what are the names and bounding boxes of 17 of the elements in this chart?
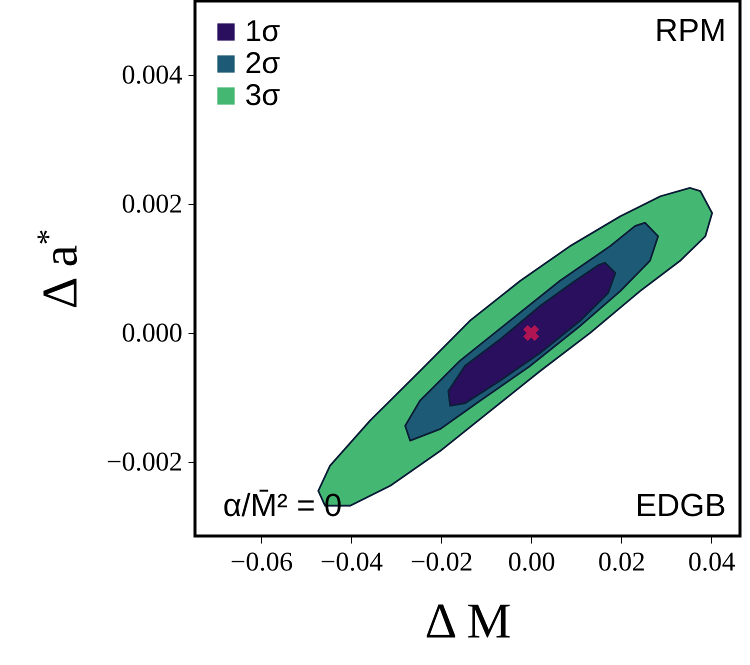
legend-label: 2σ (245, 47, 281, 80)
y-tick-label: 0.002 (122, 188, 182, 219)
legend-label: 1σ (245, 15, 281, 48)
legend-label: 3σ (245, 79, 281, 112)
x-tick-label: −0.06 (230, 546, 293, 576)
x-tick-label: −0.02 (410, 546, 473, 576)
y-tick-label: −0.002 (106, 446, 182, 476)
annotation: EDGB (635, 487, 726, 523)
annotation: α/M̄² = 0 (223, 487, 342, 523)
annotation: RPM (654, 12, 726, 48)
x-tick-label: 0.04 (688, 546, 736, 576)
x-tick-label: 0.00 (508, 546, 556, 576)
x-tick-label: −0.04 (320, 546, 384, 576)
x-tick-label: 0.02 (598, 546, 646, 576)
x-axis-title: Δ M (424, 592, 512, 648)
y-tick-label: 0.004 (122, 60, 183, 90)
y-tick-label: 0.000 (122, 317, 182, 348)
